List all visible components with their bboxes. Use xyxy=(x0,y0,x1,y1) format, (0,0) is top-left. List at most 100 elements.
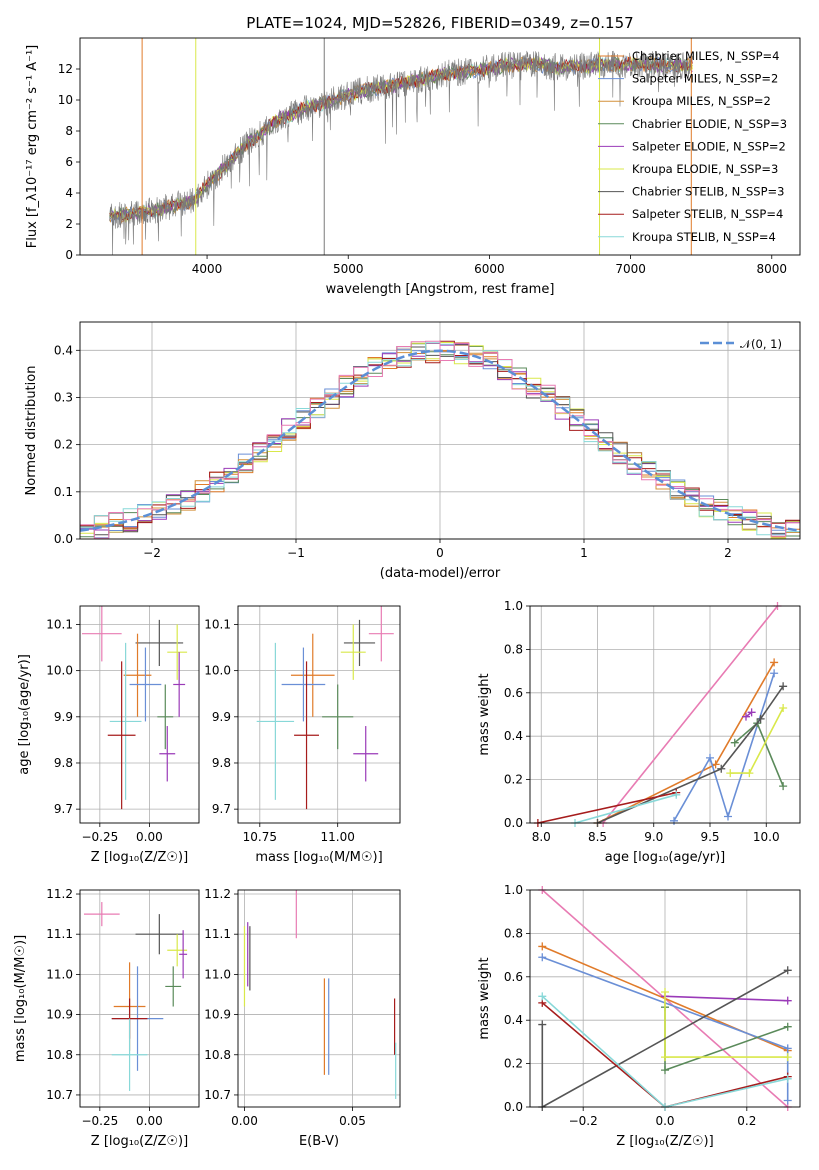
plus-marker xyxy=(783,966,792,975)
x-tick-label: 0.00 xyxy=(136,1114,163,1128)
gaussian-curve xyxy=(80,349,800,532)
x-tick-label: 6000 xyxy=(474,262,505,276)
legend-label: Salpeter ELODIE, N_SSP=2 xyxy=(632,139,786,153)
x-tick-label: 7000 xyxy=(615,262,646,276)
x-tick-label: 8000 xyxy=(756,262,787,276)
y-tick-label: 2 xyxy=(65,217,73,231)
y-axis-label: mass [log₁₀(M/M☉)] xyxy=(13,935,28,1062)
plus-marker xyxy=(779,703,788,712)
plus-marker xyxy=(538,942,547,951)
axes-frame xyxy=(79,37,801,256)
x-axis-label: E(B-V) xyxy=(299,1134,339,1149)
legend-label: Kroupa MILES, N_SSP=2 xyxy=(632,94,771,108)
x-axis-label: (data-model)/error xyxy=(380,566,501,581)
weight-line xyxy=(664,1007,788,1072)
x-tick-label: 0.2 xyxy=(737,1114,756,1128)
y-tick-label: 11.0 xyxy=(204,967,231,981)
y-tick-label: 1.0 xyxy=(504,599,523,613)
y-tick-label: 11.2 xyxy=(46,887,73,901)
weight-line xyxy=(745,711,753,718)
y-tick-label: 0.0 xyxy=(54,532,73,546)
y-tick-label: 0.2 xyxy=(54,438,73,452)
data-spectrum-line xyxy=(109,50,693,255)
y-tick-label: 0.0 xyxy=(504,1100,523,1114)
plus-marker xyxy=(661,987,669,996)
plus-marker xyxy=(726,769,735,778)
plus-marker xyxy=(783,1044,792,1053)
plus-marker xyxy=(724,812,732,821)
y-axis-label: mass weight xyxy=(477,957,492,1039)
weight-line xyxy=(602,605,779,824)
spectrum-lines xyxy=(109,38,693,255)
x-tick-label: 11.00 xyxy=(321,830,355,844)
panel-z_weight: −0.2 0.0 0.2 0.0 0.2 0.4 0.6 0.8 1.0 Z [log₁₀(Z/Z… xyxy=(477,883,801,1149)
axes-frame xyxy=(237,605,401,824)
y-tick-label: 4 xyxy=(65,186,73,200)
plus-marker xyxy=(756,714,765,723)
y-tick-label: 11.2 xyxy=(204,887,231,901)
y-tick-label: 9.7 xyxy=(54,802,73,816)
x-axis-label: mass [log₁₀(M/M☉)] xyxy=(255,850,382,865)
legend-label: Chabrier MILES, N_SSP=4 xyxy=(632,49,779,63)
plus-marker xyxy=(779,682,788,691)
y-tick-label: 0.2 xyxy=(504,1057,523,1071)
panel-residuals: −2 −1 0 1 2 0.0 0.1 0.2 0.3 0.4 (data-model)/error… xyxy=(24,321,801,581)
y-tick-label: 8 xyxy=(65,124,73,138)
plus-marker xyxy=(672,790,681,799)
plus-marker xyxy=(783,1022,792,1031)
y-tick-label: 9.9 xyxy=(212,710,231,724)
legend-label: Kroupa STELIB, N_SSP=4 xyxy=(632,230,776,244)
plus-marker xyxy=(783,1074,792,1083)
legend-label: Salpeter MILES, N_SSP=2 xyxy=(632,72,778,86)
x-tick-label: −0.2 xyxy=(569,1114,598,1128)
legend-label: Chabrier ELODIE, N_SSP=3 xyxy=(632,117,787,131)
plus-marker xyxy=(745,769,754,778)
histograms xyxy=(80,340,800,539)
x-tick-label: 10.0 xyxy=(753,830,780,844)
y-tick-label: 0.6 xyxy=(504,970,523,984)
y-tick-label: 1.0 xyxy=(504,883,523,897)
plus-marker xyxy=(538,992,547,1001)
y-tick-label: 10.7 xyxy=(204,1088,231,1102)
y-tick-label: 0.1 xyxy=(54,485,73,499)
x-tick-label: 0.05 xyxy=(339,1114,366,1128)
weight-line xyxy=(597,685,784,824)
axes-frame xyxy=(79,321,801,540)
panel-z_mass: −0.25 0.00 10.7 10.8 10.9 11.0 11.1 11.2 Z [log₁… xyxy=(13,887,200,1149)
y-tick-label: 9.8 xyxy=(54,756,73,770)
x-tick-label: 4000 xyxy=(192,262,223,276)
plus-marker xyxy=(770,658,779,667)
weight-line xyxy=(537,791,677,824)
y-axis-label: mass weight xyxy=(477,673,492,755)
x-tick-label: −2 xyxy=(143,546,161,560)
y-tick-label: 11.0 xyxy=(46,967,73,981)
weight-line xyxy=(664,995,788,1002)
panel-age_weight: 8.0 8.5 9.0 9.5 10.0 0.0 0.2 0.4 0.6 0.8 1.0 age [l… xyxy=(477,599,801,865)
y-tick-label: 6 xyxy=(65,155,73,169)
x-tick-label: 0.00 xyxy=(231,1114,258,1128)
plus-marker xyxy=(747,708,756,717)
y-tick-label: 0.8 xyxy=(504,642,523,656)
plus-marker xyxy=(770,669,779,678)
y-tick-label: 0.4 xyxy=(504,1013,523,1027)
plus-marker xyxy=(779,782,788,791)
legend-label: 𝒩(0, 1) xyxy=(740,337,782,351)
axes-frame xyxy=(79,889,200,1108)
x-axis-label: Z [log₁₀(Z/Z☉)] xyxy=(91,1134,188,1149)
axes-frame xyxy=(237,889,401,1108)
y-tick-label: 10.0 xyxy=(46,664,73,678)
plus-marker xyxy=(717,764,726,773)
x-axis-label: wavelength [Angstrom, rest frame] xyxy=(326,282,555,297)
y-tick-label: 10.8 xyxy=(204,1048,231,1062)
y-tick-label: 0.4 xyxy=(54,343,73,357)
plus-marker xyxy=(670,816,678,825)
legend-label: Salpeter STELIB, N_SSP=4 xyxy=(632,207,783,221)
x-tick-label: 2 xyxy=(724,546,732,560)
y-tick-label: 10.8 xyxy=(46,1048,73,1062)
plus-marker xyxy=(783,996,792,1005)
y-axis-label: Flux [f_λ10⁻¹⁷ erg cm⁻² s⁻¹ A⁻¹] xyxy=(25,45,40,249)
panel-z_age: −0.25 0.00 9.7 9.8 9.9 10.0 10.1 Z [log₁₀(Z/Z☉)… xyxy=(17,605,200,865)
y-tick-label: 0.8 xyxy=(504,926,523,940)
x-axis-label: age [log₁₀(age/yr)] xyxy=(605,850,726,865)
weight-line xyxy=(673,673,775,822)
